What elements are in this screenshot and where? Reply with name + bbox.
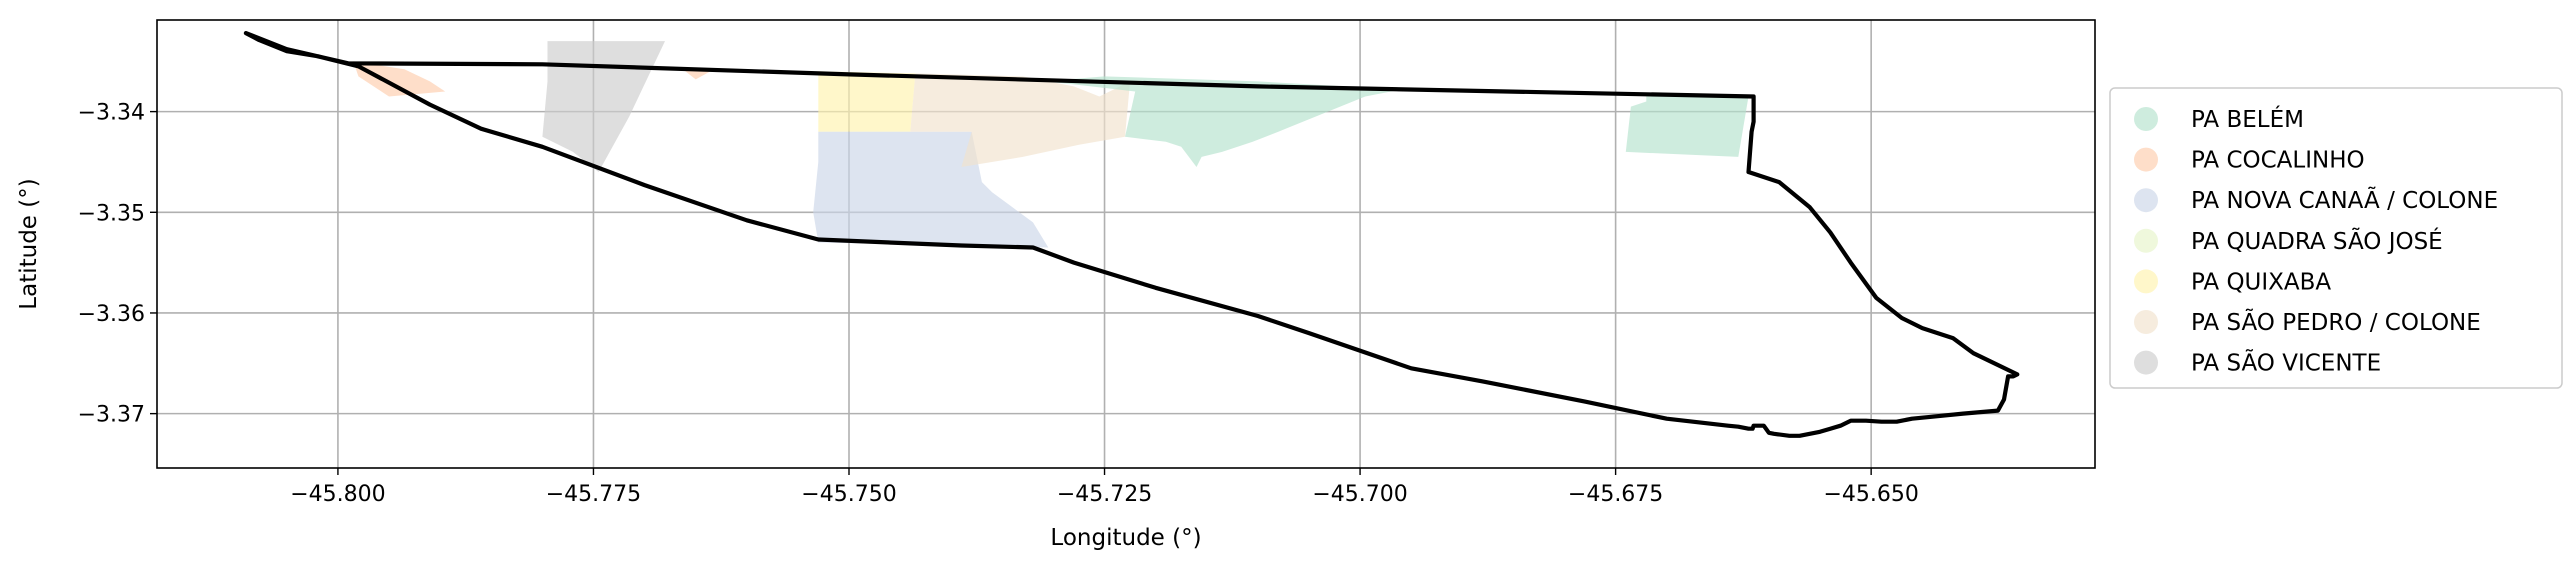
- y-axis-label: Latitude (°): [16, 178, 42, 309]
- legend-label-2: PA NOVA CANAÃ / COLONE: [2191, 186, 2498, 214]
- region-3-polygon-0: [813, 131, 1049, 248]
- plot-frame: [156, 19, 2096, 469]
- x-tick-label-4: −45.700: [1312, 482, 1407, 507]
- region-0-polygon-0: [542, 41, 665, 172]
- region-1-polygon-0: [353, 61, 446, 97]
- legend-marker-0: [2134, 107, 2158, 131]
- y-tick-label-1: −3.35: [78, 201, 145, 226]
- legend-frame: [2109, 87, 2563, 389]
- region-4-polygon-0: [910, 73, 1131, 167]
- legend-marker-2: [2134, 188, 2158, 213]
- x-tick-label-1: −45.775: [546, 482, 641, 507]
- x-tick-label-6: −45.650: [1823, 482, 1918, 507]
- x-tick-label-3: −45.725: [1057, 482, 1152, 507]
- region-5-polygon-0: [1043, 76, 1401, 167]
- y-tick-label-3: −3.37: [78, 403, 145, 428]
- legend-marker-4: [2134, 269, 2158, 294]
- legend-marker-1: [2134, 147, 2158, 172]
- x-tick-label-0: −45.800: [290, 482, 385, 507]
- y-tick-label-2: −3.36: [78, 302, 145, 327]
- study-area-outline: [243, 30, 2020, 438]
- legend-marker-3: [2134, 228, 2158, 253]
- legend-label-0: PA BELÉM: [2191, 105, 2304, 133]
- region-layer: [353, 41, 1749, 248]
- legend-label-6: PA SÃO VICENTE: [2191, 349, 2381, 377]
- outline-layer: [243, 30, 2020, 438]
- legend-marker-5: [2134, 310, 2158, 334]
- legend-label-5: PA SÃO PEDRO / COLONE: [2191, 308, 2481, 336]
- legend-label-4: PA QUIXABA: [2191, 269, 2331, 295]
- y-axis: −3.34 −3.35 −3.36 −3.37: [78, 101, 157, 428]
- legend: PA BELÉM PA COCALINHO PA NOVA CANAÃ / COLO…: [2109, 87, 2563, 389]
- y-tick-label-0: −3.34: [78, 101, 145, 126]
- region-5-polygon-1: [1625, 93, 1749, 157]
- legend-marker-6: [2134, 350, 2158, 375]
- legend-label-3: PA QUADRA SÃO JOSÉ: [2191, 227, 2443, 255]
- region-2-polygon-0: [818, 71, 916, 132]
- legend-label-1: PA COCALINHO: [2191, 148, 2365, 174]
- x-axis: −45.800 −45.775 −45.750 −45.725 −45.700 −45.6…: [290, 468, 1919, 507]
- x-tick-label-2: −45.750: [801, 482, 896, 507]
- x-axis-label: Longitude (°): [1050, 525, 1201, 551]
- x-tick-label-5: −45.675: [1568, 482, 1663, 507]
